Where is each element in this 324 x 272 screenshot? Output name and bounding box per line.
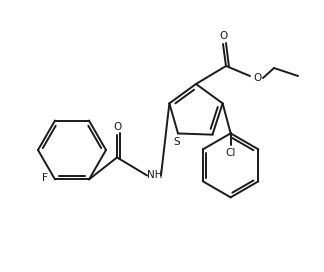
Text: S: S — [174, 137, 180, 147]
Text: O: O — [219, 31, 227, 41]
Text: O: O — [253, 73, 261, 83]
Text: F: F — [42, 174, 48, 183]
Text: O: O — [113, 122, 121, 132]
Text: Cl: Cl — [226, 148, 236, 158]
Text: NH: NH — [147, 171, 163, 180]
